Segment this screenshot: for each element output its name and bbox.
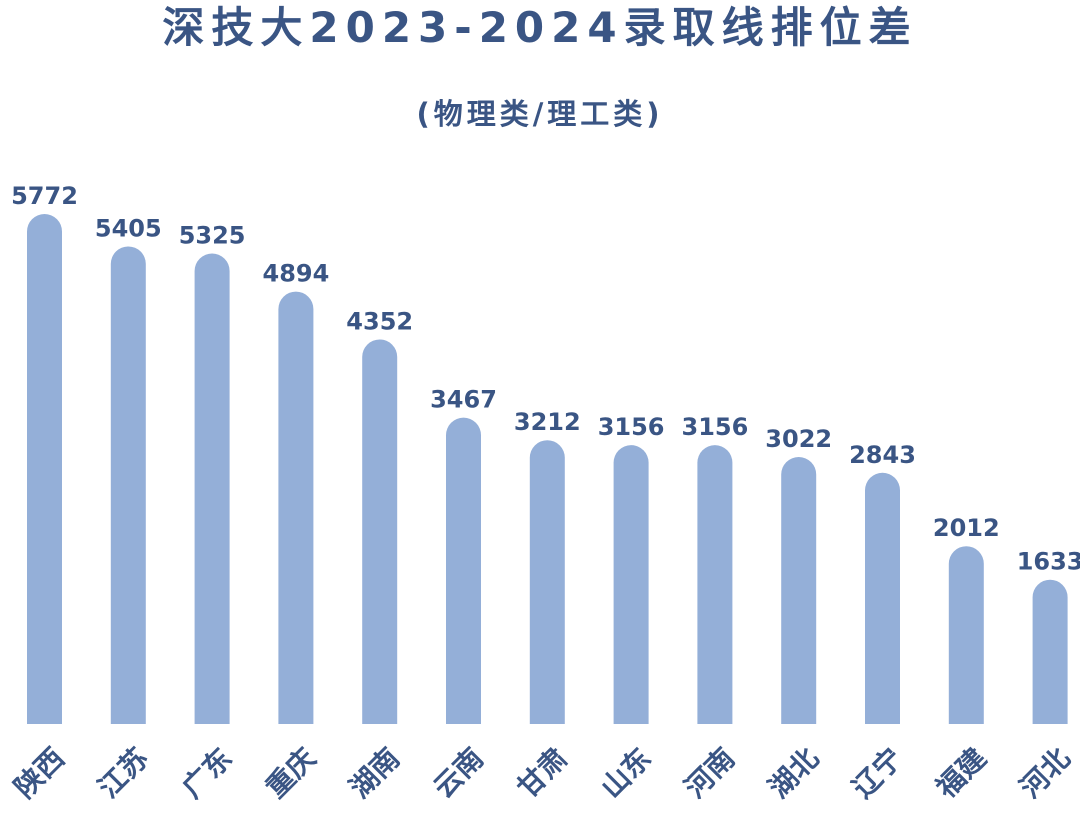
category-text-10: 辽宁: [846, 741, 909, 804]
category-text-9: 湖北: [762, 741, 825, 804]
bar-12: [1032, 579, 1068, 724]
category-text-12: 河北: [1014, 741, 1077, 804]
bar-11: [948, 546, 984, 724]
chart-subtitle: (物理类/理工类): [416, 97, 664, 131]
category-label-2: 广东: [176, 741, 239, 804]
value-label-7: 3156: [598, 413, 665, 441]
value-label-11: 2012: [933, 514, 1000, 542]
value-label-9: 3022: [765, 425, 832, 453]
bar-5: [446, 417, 481, 724]
chart-title: 深技大2023-2024录取线排位差: [162, 3, 918, 52]
category-label-8: 河南: [678, 741, 741, 804]
bar-6: [529, 440, 565, 724]
category-label-12: 河北: [1014, 741, 1077, 804]
bar-8: [697, 445, 733, 724]
category-text-3: 重庆: [259, 741, 322, 804]
category-label-6: 甘肃: [511, 741, 574, 804]
value-label-10: 2843: [849, 441, 916, 469]
category-text-2: 广东: [176, 741, 239, 804]
bar-3: [278, 291, 314, 724]
value-label-5: 3467: [430, 386, 497, 414]
value-label-6: 3212: [514, 408, 581, 436]
category-label-10: 辽宁: [846, 741, 909, 804]
bar-2: [194, 253, 230, 724]
category-label-9: 湖北: [762, 741, 825, 804]
value-label-2: 5325: [179, 221, 246, 249]
bar-7: [613, 445, 649, 724]
category-text-0: 陕西: [8, 741, 71, 804]
category-label-0: 陕西: [8, 741, 71, 804]
bar-4: [362, 339, 398, 724]
value-label-1: 5405: [95, 214, 162, 242]
category-text-5: 云南: [427, 741, 490, 804]
value-label-8: 3156: [682, 413, 749, 441]
category-text-1: 江苏: [92, 741, 155, 804]
value-label-4: 4352: [346, 307, 413, 335]
category-label-5: 云南: [427, 741, 490, 804]
bar-1: [110, 246, 146, 724]
bar-0: [27, 214, 62, 725]
value-label-3: 4894: [263, 260, 330, 288]
category-label-4: 湖南: [343, 741, 406, 804]
category-text-8: 河南: [678, 741, 741, 804]
category-label-1: 江苏: [92, 741, 155, 804]
value-label-12: 1633: [1017, 548, 1080, 576]
category-text-6: 甘肃: [511, 741, 574, 804]
category-text-4: 湖南: [343, 741, 406, 804]
category-label-3: 重庆: [259, 741, 322, 804]
value-label-0: 5772: [11, 182, 78, 210]
category-label-11: 福建: [929, 741, 993, 805]
category-text-11: 福建: [929, 741, 993, 805]
category-text-7: 山东: [595, 741, 658, 804]
category-label-7: 山东: [595, 741, 658, 804]
bar-10: [865, 472, 900, 724]
bar-9: [781, 456, 817, 724]
